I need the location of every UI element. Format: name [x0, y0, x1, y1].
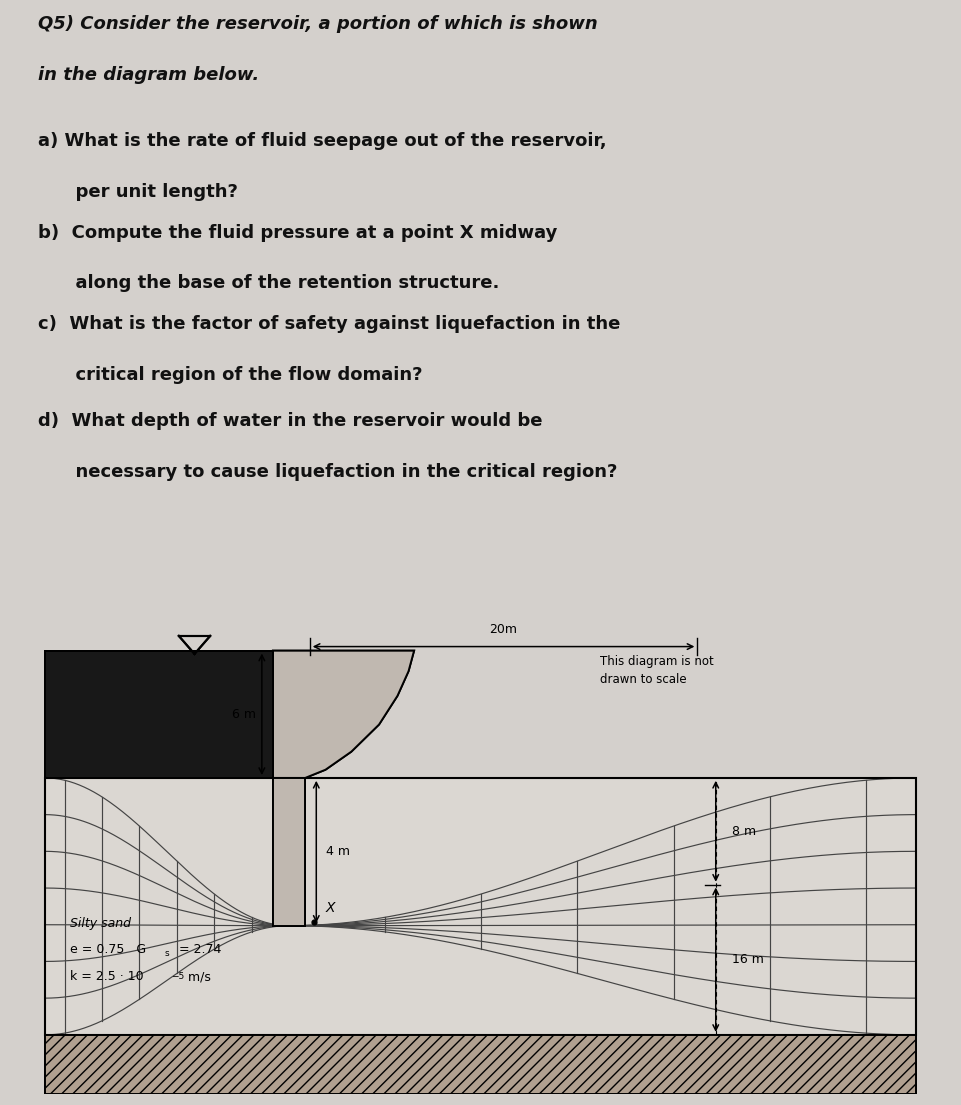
Text: d)  What depth of water in the reservoir would be: d) What depth of water in the reservoir …: [38, 412, 543, 430]
Polygon shape: [273, 778, 306, 926]
Text: = 2.74: = 2.74: [175, 943, 221, 956]
Polygon shape: [273, 778, 306, 926]
Text: critical region of the flow domain?: critical region of the flow domain?: [38, 366, 423, 383]
Text: s: s: [164, 949, 169, 958]
Text: k = 2.5 · 10: k = 2.5 · 10: [70, 970, 143, 983]
Text: X: X: [326, 901, 335, 915]
Text: c)  What is the factor of safety against liquefaction in the: c) What is the factor of safety against …: [38, 315, 621, 333]
Text: 6 m: 6 m: [233, 708, 257, 720]
Polygon shape: [273, 651, 414, 778]
Text: 16 m: 16 m: [732, 954, 764, 966]
Polygon shape: [45, 1035, 916, 1094]
Polygon shape: [45, 778, 916, 1035]
Text: m/s: m/s: [185, 970, 211, 983]
Text: along the base of the retention structure.: along the base of the retention structur…: [38, 274, 500, 293]
Text: b)  Compute the fluid pressure at a point X midway: b) Compute the fluid pressure at a point…: [38, 223, 557, 242]
Text: Silty sand: Silty sand: [70, 917, 131, 929]
Text: e = 0.75   G: e = 0.75 G: [70, 943, 146, 956]
Text: 4 m: 4 m: [326, 845, 350, 859]
Text: necessary to cause liquefaction in the critical region?: necessary to cause liquefaction in the c…: [38, 463, 618, 481]
Polygon shape: [273, 651, 414, 778]
Text: −5: −5: [171, 972, 185, 981]
Polygon shape: [45, 1035, 916, 1094]
Polygon shape: [45, 651, 273, 778]
Text: Q5) Consider the reservoir, a portion of which is shown: Q5) Consider the reservoir, a portion of…: [38, 15, 598, 33]
Text: a) What is the rate of fluid seepage out of the reservoir,: a) What is the rate of fluid seepage out…: [38, 133, 607, 150]
Text: in the diagram below.: in the diagram below.: [38, 66, 259, 84]
Text: 20m: 20m: [489, 623, 518, 635]
Text: 8 m: 8 m: [732, 824, 756, 838]
Polygon shape: [45, 651, 273, 778]
Text: This diagram is not
drawn to scale: This diagram is not drawn to scale: [601, 655, 714, 686]
Text: per unit length?: per unit length?: [38, 183, 238, 201]
